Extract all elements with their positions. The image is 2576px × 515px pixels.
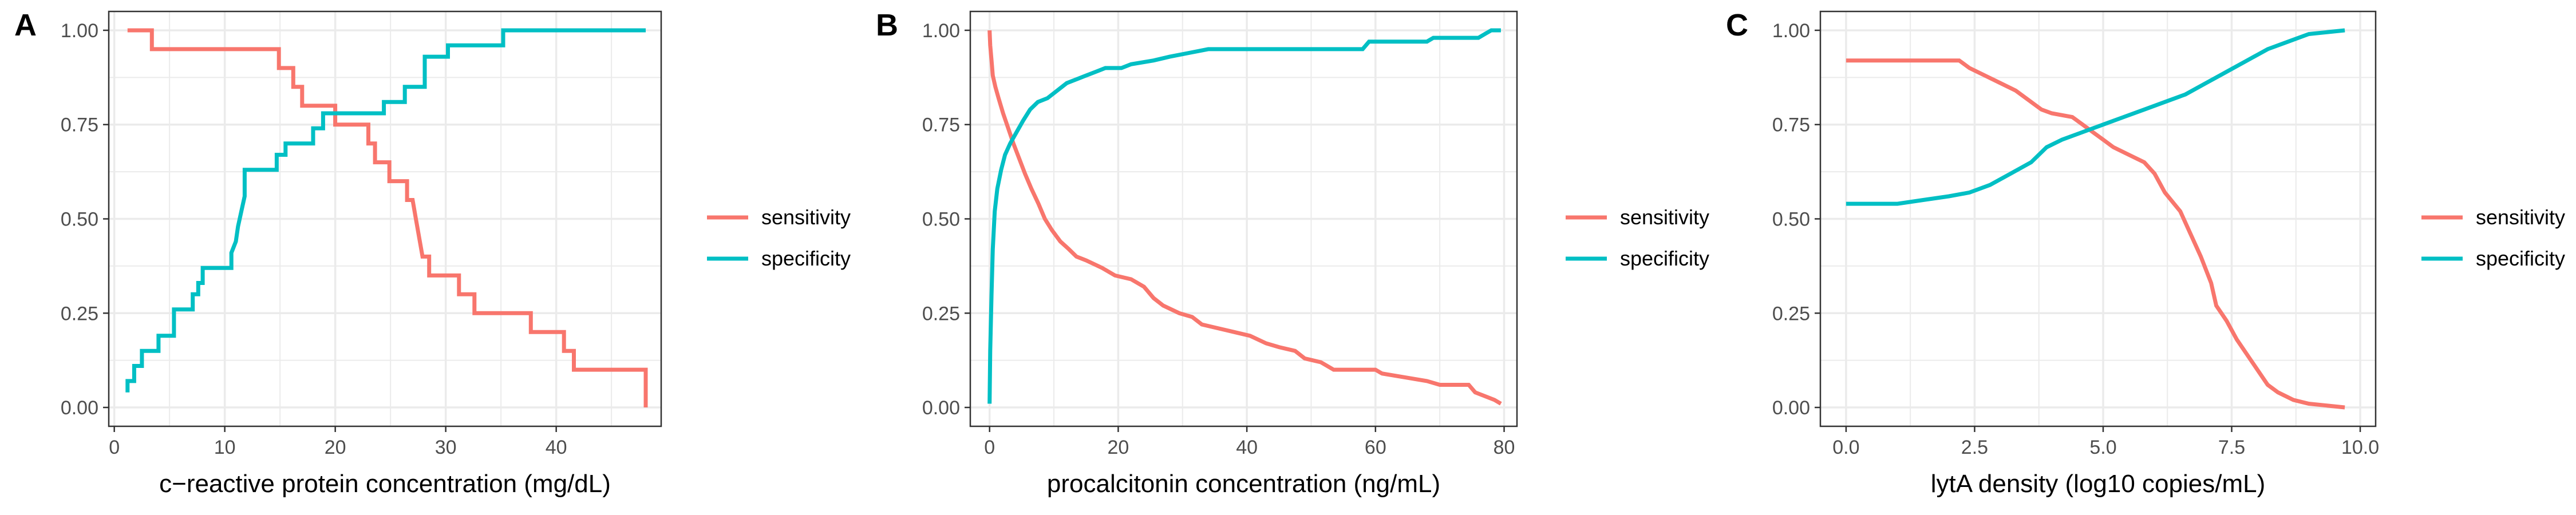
y-tick-label: 0.00	[61, 397, 98, 419]
x-tick-label: 0	[984, 437, 995, 458]
x-tick-label: 2.5	[1961, 437, 1988, 458]
y-tick-label: 1.00	[922, 20, 960, 42]
y-tick-label: 1.00	[1772, 20, 1810, 42]
panel-b: 0.00 0.25 0.50 0.75 1.00 0 20 40 60 80 procalciton…	[876, 8, 1709, 498]
y-tick-label: 1.00	[61, 20, 98, 42]
series-line-specificity	[1846, 28, 2345, 206]
x-tick-label: 10.0	[2341, 437, 2379, 458]
legend: sensitivity specificity	[707, 205, 851, 270]
x-tick-label: 20	[325, 437, 346, 458]
panel-a: 0.00 0.25 0.50 0.75 1.00 0 10 20 30 40 c−reactive …	[14, 8, 851, 498]
x-axis: 0 20 40 60 80	[984, 426, 1515, 458]
y-tick-label: 0.00	[922, 397, 960, 419]
x-axis: 0 10 20 30 40	[109, 426, 567, 458]
y-tick-label: 0.25	[922, 303, 960, 324]
x-tick-label: 40	[1236, 437, 1258, 458]
series-line-specificity	[987, 28, 1501, 404]
y-axis: 0.00 0.25 0.50 0.75 1.00	[1772, 20, 1820, 419]
x-tick-label: 0.0	[1832, 437, 1859, 458]
series-line-sensitivity	[1846, 58, 2345, 410]
legend-item-specificity: specificity	[707, 247, 851, 270]
panel-c: 0.00 0.25 0.50 0.75 1.00 0.0 2.5 5.0 7.5 10.0 lytA…	[1726, 8, 2565, 498]
x-tick-label: 80	[1494, 437, 1515, 458]
legend-label: specificity	[761, 247, 851, 270]
x-tick-label: 40	[546, 437, 567, 458]
x-tick-label: 10	[214, 437, 236, 458]
legend-item-specificity: specificity	[1566, 247, 1709, 270]
legend-item-sensitivity: sensitivity	[707, 205, 851, 229]
legend-item-sensitivity: sensitivity	[1566, 205, 1709, 229]
x-tick-label: 7.5	[2218, 437, 2245, 458]
series-line-sensitivity	[127, 28, 648, 407]
y-tick-label: 0.25	[61, 303, 98, 324]
legend-item-specificity: specificity	[2421, 247, 2565, 270]
x-axis-title: procalcitonin concentration (ng/mL)	[1047, 470, 1440, 498]
gridlines	[1820, 11, 2376, 426]
y-tick-label: 0.50	[61, 209, 98, 231]
legend: sensitivity specificity	[2421, 205, 2565, 270]
panel-tag: C	[1726, 8, 1748, 42]
x-tick-label: 20	[1107, 437, 1129, 458]
y-axis: 0.00 0.25 0.50 0.75 1.00	[922, 20, 970, 419]
x-axis-title: lytA density (log10 copies/mL)	[1931, 470, 2266, 498]
y-tick-label: 0.75	[1772, 114, 1810, 136]
legend-label: specificity	[2476, 247, 2565, 270]
legend-item-sensitivity: sensitivity	[2421, 205, 2565, 229]
legend-label: sensitivity	[1620, 205, 1709, 229]
gridlines	[970, 11, 1517, 426]
y-tick-label: 0.25	[1772, 303, 1810, 324]
series-line-specificity	[125, 28, 646, 393]
y-axis: 0.00 0.25 0.50 0.75 1.00	[61, 20, 109, 419]
x-axis: 0.0 2.5 5.0 7.5 10.0	[1832, 426, 2379, 458]
legend-label: specificity	[1620, 247, 1709, 270]
x-tick-label: 5.0	[2089, 437, 2116, 458]
panel-tag: B	[876, 8, 898, 42]
x-tick-label: 30	[435, 437, 457, 458]
legend-label: sensitivity	[761, 205, 851, 229]
y-tick-label: 0.00	[1772, 397, 1810, 419]
legend: sensitivity specificity	[1566, 205, 1709, 270]
y-tick-label: 0.50	[1772, 209, 1810, 231]
x-axis-title: c−reactive protein concentration (mg/dL)	[159, 470, 611, 498]
y-tick-label: 0.75	[61, 114, 98, 136]
legend-label: sensitivity	[2476, 205, 2565, 229]
panel-tag: A	[14, 8, 37, 42]
y-tick-label: 0.75	[922, 114, 960, 136]
x-tick-label: 60	[1365, 437, 1386, 458]
y-tick-label: 0.50	[922, 209, 960, 231]
x-tick-label: 0	[109, 437, 120, 458]
